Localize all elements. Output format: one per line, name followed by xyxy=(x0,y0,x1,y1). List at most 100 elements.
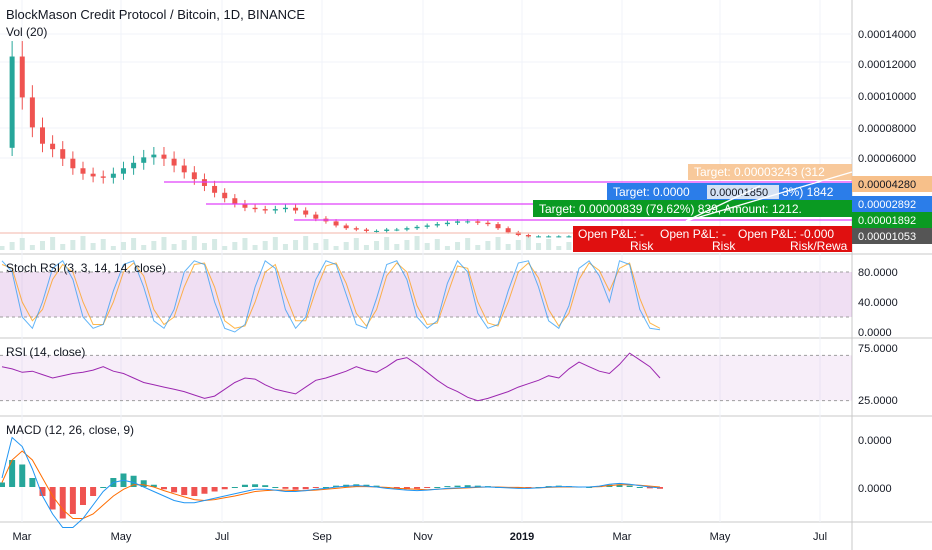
candle-body[interactable] xyxy=(444,222,450,225)
candle-body[interactable] xyxy=(80,168,86,174)
macd-histogram-bar[interactable] xyxy=(646,487,653,489)
candle-body[interactable] xyxy=(181,165,187,173)
candle-body[interactable] xyxy=(374,230,380,232)
candle-body[interactable] xyxy=(262,209,268,211)
trade-overlays[interactable]: 0.00004280 0.00002892 0.00001892 0.00001053… xyxy=(533,164,932,253)
candle-body[interactable] xyxy=(232,198,238,204)
candle-body[interactable] xyxy=(272,209,278,211)
candle-body[interactable] xyxy=(313,214,319,219)
macd-histogram-bar[interactable] xyxy=(79,487,86,505)
macd-histogram-bar[interactable] xyxy=(586,487,593,488)
candle-body[interactable] xyxy=(485,222,491,225)
candle-body[interactable] xyxy=(141,157,147,163)
candle-body[interactable] xyxy=(353,228,359,230)
target-orange-box[interactable] xyxy=(688,164,852,180)
candle-body[interactable] xyxy=(222,192,228,199)
macd-histogram-bar[interactable] xyxy=(626,485,633,487)
rsi-line[interactable] xyxy=(1,352,661,402)
candle-body[interactable] xyxy=(120,168,126,174)
candle-body[interactable] xyxy=(60,149,66,159)
candle-body[interactable] xyxy=(9,56,15,148)
candle-body[interactable] xyxy=(475,221,481,223)
macd-histogram-bar[interactable] xyxy=(39,487,46,496)
candle-body[interactable] xyxy=(566,236,572,238)
macd-histogram-bar[interactable] xyxy=(403,487,410,490)
price-axis-tag-2[interactable] xyxy=(852,212,932,228)
candle-body[interactable] xyxy=(404,228,410,230)
candle-body[interactable] xyxy=(90,173,96,177)
macd-histogram-bar[interactable] xyxy=(616,484,623,487)
candle-body[interactable] xyxy=(50,143,56,150)
macd-histogram-bar[interactable] xyxy=(211,487,218,492)
macd-histogram-bar[interactable] xyxy=(140,480,147,487)
macd-histogram-bar[interactable] xyxy=(282,487,289,489)
macd-histogram-bar[interactable] xyxy=(171,487,178,493)
macd-histogram-bar[interactable] xyxy=(201,487,208,494)
stoch-k-line[interactable] xyxy=(1,259,661,333)
candle-body[interactable] xyxy=(242,203,248,208)
macd-histogram-bar[interactable] xyxy=(0,482,5,488)
candle-body[interactable] xyxy=(455,221,461,223)
candle-body[interactable] xyxy=(363,229,369,231)
candle-body[interactable] xyxy=(495,224,501,229)
candle-body[interactable] xyxy=(525,235,531,237)
candle-body[interactable] xyxy=(303,210,309,215)
candle-body[interactable] xyxy=(212,185,218,193)
macd-histogram-bar[interactable] xyxy=(322,487,329,488)
macd-histogram-bar[interactable] xyxy=(373,485,380,487)
macd-histogram-bar[interactable] xyxy=(414,487,421,489)
macd-histogram-bar[interactable] xyxy=(90,487,97,496)
macd-histogram-bar[interactable] xyxy=(434,487,441,488)
macd-histogram-bar[interactable] xyxy=(19,464,26,488)
macd-histogram-bar[interactable] xyxy=(252,484,259,487)
price-axis-tag-0[interactable] xyxy=(852,176,932,192)
candle-body[interactable] xyxy=(29,97,35,128)
macd-histogram-bar[interactable] xyxy=(9,460,16,487)
candle-body[interactable] xyxy=(171,158,177,166)
candle-body[interactable] xyxy=(191,172,197,180)
macd-histogram-bar[interactable] xyxy=(69,487,76,514)
candle-body[interactable] xyxy=(424,225,430,227)
macd-histogram-bar[interactable] xyxy=(393,487,400,489)
price-axis-tag-1[interactable] xyxy=(852,196,932,212)
macd-histogram-bar[interactable] xyxy=(424,487,431,488)
macd-histogram-bar[interactable] xyxy=(160,487,167,490)
macd-histogram-bar[interactable] xyxy=(312,487,319,488)
target-green-box[interactable] xyxy=(533,200,852,217)
candle-body[interactable] xyxy=(546,236,552,238)
candle-body[interactable] xyxy=(252,207,258,210)
candle-body[interactable] xyxy=(282,207,288,210)
candle-body[interactable] xyxy=(384,229,390,231)
macd-histogram-bar[interactable] xyxy=(231,487,238,488)
macd-histogram-bar[interactable] xyxy=(454,485,461,487)
macd-histogram-bar[interactable] xyxy=(241,484,248,487)
price-axis-tag-3[interactable] xyxy=(852,228,932,244)
candle-body[interactable] xyxy=(39,127,45,144)
macd-histogram-bar[interactable] xyxy=(302,487,309,490)
macd-histogram-bar[interactable] xyxy=(292,487,299,490)
macd-histogram-bar[interactable] xyxy=(444,486,451,488)
candle-body[interactable] xyxy=(343,225,349,229)
candle-body[interactable] xyxy=(434,224,440,226)
macd-histogram-bar[interactable] xyxy=(272,487,279,488)
candle-body[interactable] xyxy=(414,226,420,229)
macd-histogram-bar[interactable] xyxy=(474,485,481,487)
candle-body[interactable] xyxy=(110,173,116,178)
candle-body[interactable] xyxy=(536,236,542,238)
macd-histogram-bar[interactable] xyxy=(100,487,107,488)
macd-histogram-bar[interactable] xyxy=(221,487,228,490)
price-tag-box[interactable] xyxy=(707,185,779,199)
rsi-pane[interactable] xyxy=(0,352,852,402)
candle-body[interactable] xyxy=(19,56,25,98)
candle-body[interactable] xyxy=(394,229,400,231)
macd-histogram-bar[interactable] xyxy=(130,475,137,487)
macd-histogram-bar[interactable] xyxy=(333,485,340,487)
macd-histogram-bar[interactable] xyxy=(29,478,36,487)
macd-histogram-bar[interactable] xyxy=(636,487,643,488)
macd-histogram-bar[interactable] xyxy=(59,487,66,519)
candle-body[interactable] xyxy=(161,154,167,159)
macd-histogram-bar[interactable] xyxy=(150,484,157,487)
stoch-rsi-pane[interactable] xyxy=(0,259,852,333)
macd-histogram-bar[interactable] xyxy=(262,485,269,487)
